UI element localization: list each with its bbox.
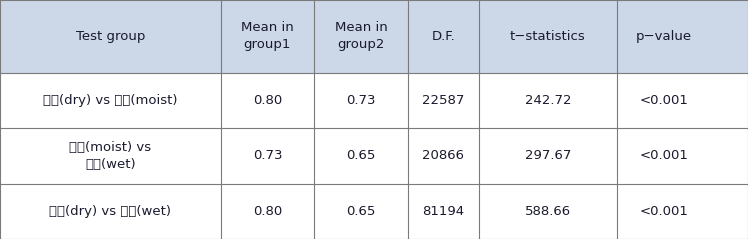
Text: Mean in
group2: Mean in group2 bbox=[334, 22, 387, 51]
Text: 242.72: 242.72 bbox=[524, 94, 571, 107]
Text: Test group: Test group bbox=[76, 30, 145, 43]
Text: <0.001: <0.001 bbox=[640, 205, 688, 218]
Text: 0.65: 0.65 bbox=[346, 149, 375, 163]
Text: 81194: 81194 bbox=[422, 205, 465, 218]
Text: 습윤(moist) vs
젯음(wet): 습윤(moist) vs 젯음(wet) bbox=[70, 141, 151, 171]
Text: <0.001: <0.001 bbox=[640, 94, 688, 107]
Text: 마름(dry) vs 젯음(wet): 마름(dry) vs 젯음(wet) bbox=[49, 205, 171, 218]
Text: Mean in
group1: Mean in group1 bbox=[241, 22, 294, 51]
Text: 0.73: 0.73 bbox=[346, 94, 375, 107]
Text: 0.80: 0.80 bbox=[253, 205, 282, 218]
Text: D.F.: D.F. bbox=[432, 30, 455, 43]
Text: t−statistics: t−statistics bbox=[510, 30, 586, 43]
Text: 22587: 22587 bbox=[422, 94, 465, 107]
Text: 0.73: 0.73 bbox=[253, 149, 282, 163]
Text: 20866: 20866 bbox=[422, 149, 465, 163]
Text: 297.67: 297.67 bbox=[525, 149, 571, 163]
Text: 마름(dry) vs 습윤(moist): 마름(dry) vs 습윤(moist) bbox=[43, 94, 177, 107]
Bar bbox=[0, 0, 748, 73]
Text: <0.001: <0.001 bbox=[640, 149, 688, 163]
Text: 0.65: 0.65 bbox=[346, 205, 375, 218]
Text: 588.66: 588.66 bbox=[525, 205, 571, 218]
Text: p−value: p−value bbox=[636, 30, 692, 43]
Bar bbox=[0, 73, 748, 128]
Bar bbox=[0, 128, 748, 184]
Bar bbox=[0, 184, 748, 239]
Text: 0.80: 0.80 bbox=[253, 94, 282, 107]
